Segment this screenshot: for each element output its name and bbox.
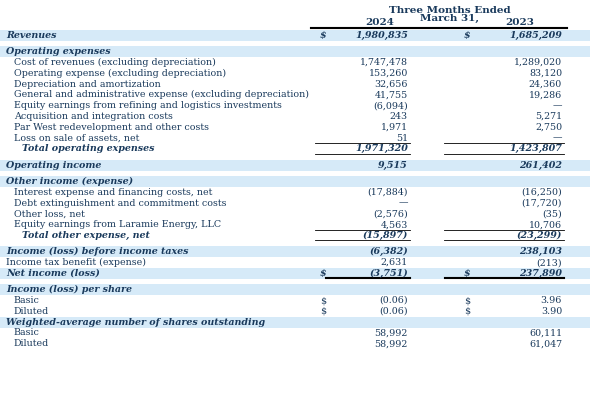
Text: 32,656: 32,656 (375, 80, 408, 88)
Text: Basic: Basic (14, 328, 40, 337)
Text: Income (loss) per share: Income (loss) per share (6, 285, 132, 294)
Text: 1,289,020: 1,289,020 (514, 58, 562, 67)
Text: Three Months Ended: Three Months Ended (389, 6, 511, 15)
Bar (0, 317, 590, 328)
Text: 83,120: 83,120 (529, 69, 562, 78)
Text: $: $ (464, 269, 471, 278)
Text: Other income (expense): Other income (expense) (6, 177, 133, 186)
Text: Basic: Basic (14, 296, 40, 305)
Text: $: $ (320, 296, 326, 305)
Text: Operating expenses: Operating expenses (6, 47, 111, 56)
Text: Operating income: Operating income (6, 161, 101, 170)
Text: 243: 243 (390, 112, 408, 121)
Text: Diluted: Diluted (14, 307, 49, 316)
Text: Cost of revenues (excluding depreciation): Cost of revenues (excluding depreciation… (14, 58, 216, 67)
Text: (2,576): (2,576) (373, 210, 408, 218)
Text: (6,094): (6,094) (373, 101, 408, 110)
Text: —: — (398, 199, 408, 207)
Text: Net income (loss): Net income (loss) (6, 269, 100, 278)
Text: (3,751): (3,751) (369, 269, 408, 278)
Text: $: $ (320, 31, 327, 40)
Text: —: — (552, 134, 562, 142)
Text: 58,992: 58,992 (375, 328, 408, 337)
Text: 3.90: 3.90 (541, 307, 562, 316)
Text: 41,755: 41,755 (375, 91, 408, 99)
Text: $: $ (464, 31, 471, 40)
Text: 3.96: 3.96 (540, 296, 562, 305)
Text: 153,260: 153,260 (369, 69, 408, 78)
Text: Weighted-average number of shares outstanding: Weighted-average number of shares outsta… (6, 318, 265, 326)
Text: Loss on sale of assets, net: Loss on sale of assets, net (14, 134, 139, 142)
Bar (0, 160, 590, 171)
Text: $: $ (464, 296, 470, 305)
Text: 1,747,478: 1,747,478 (360, 58, 408, 67)
Text: 1,971: 1,971 (381, 123, 408, 132)
Text: (6,382): (6,382) (369, 247, 408, 256)
Bar (0, 47, 590, 57)
Text: Par West redevelopment and other costs: Par West redevelopment and other costs (14, 123, 209, 132)
Text: 51: 51 (396, 134, 408, 142)
Text: (0.06): (0.06) (379, 307, 408, 316)
Text: 1,685,209: 1,685,209 (509, 31, 562, 40)
Text: 1,423,807: 1,423,807 (509, 145, 562, 153)
Text: General and administrative expense (excluding depreciation): General and administrative expense (excl… (14, 91, 309, 99)
Bar (0, 30, 590, 41)
Text: 1,980,835: 1,980,835 (355, 31, 408, 40)
Text: (15,897): (15,897) (363, 231, 408, 240)
Text: Equity earnings from Laramie Energy, LLC: Equity earnings from Laramie Energy, LLC (14, 220, 221, 229)
Text: Equity earnings from refining and logistics investments: Equity earnings from refining and logist… (14, 101, 282, 110)
Text: (213): (213) (536, 258, 562, 267)
Text: Debt extinguishment and commitment costs: Debt extinguishment and commitment costs (14, 199, 227, 207)
Text: Total operating expenses: Total operating expenses (22, 145, 155, 153)
Text: Income (loss) before income taxes: Income (loss) before income taxes (6, 247, 188, 256)
Text: 60,111: 60,111 (529, 328, 562, 337)
Bar (0, 176, 590, 187)
Text: Depreciation and amortization: Depreciation and amortization (14, 80, 160, 88)
Text: 237,890: 237,890 (519, 269, 562, 278)
Text: (17,884): (17,884) (368, 188, 408, 197)
Text: Total other expense, net: Total other expense, net (22, 231, 150, 240)
Text: $: $ (320, 307, 326, 316)
Text: 10,706: 10,706 (529, 220, 562, 229)
Text: 2023: 2023 (506, 18, 535, 27)
Text: $: $ (320, 269, 327, 278)
Text: (23,299): (23,299) (517, 231, 562, 240)
Text: 9,515: 9,515 (378, 161, 408, 170)
Text: 2024: 2024 (366, 18, 395, 27)
Text: Revenues: Revenues (6, 31, 57, 40)
Bar (0, 246, 590, 257)
Text: 2,750: 2,750 (535, 123, 562, 132)
Bar (0, 285, 590, 295)
Bar (0, 268, 590, 279)
Text: 58,992: 58,992 (375, 339, 408, 348)
Text: 5,271: 5,271 (535, 112, 562, 121)
Text: 238,103: 238,103 (519, 247, 562, 256)
Text: Income tax benefit (expense): Income tax benefit (expense) (6, 258, 146, 267)
Text: 24,360: 24,360 (529, 80, 562, 88)
Text: $: $ (464, 307, 470, 316)
Text: Other loss, net: Other loss, net (14, 210, 85, 218)
Text: 2,631: 2,631 (381, 258, 408, 267)
Text: (0.06): (0.06) (379, 296, 408, 305)
Text: Diluted: Diluted (14, 339, 49, 348)
Text: 1,971,320: 1,971,320 (355, 145, 408, 153)
Text: (35): (35) (542, 210, 562, 218)
Text: Acquisition and integration costs: Acquisition and integration costs (14, 112, 173, 121)
Text: 261,402: 261,402 (519, 161, 562, 170)
Text: 61,047: 61,047 (529, 339, 562, 348)
Text: 4,563: 4,563 (381, 220, 408, 229)
Text: March 31,: March 31, (421, 14, 480, 23)
Text: (16,250): (16,250) (521, 188, 562, 197)
Text: (17,720): (17,720) (522, 199, 562, 207)
Text: 19,286: 19,286 (529, 91, 562, 99)
Text: —: — (552, 101, 562, 110)
Text: Interest expense and financing costs, net: Interest expense and financing costs, ne… (14, 188, 212, 197)
Text: Operating expense (excluding depreciation): Operating expense (excluding depreciatio… (14, 69, 226, 78)
